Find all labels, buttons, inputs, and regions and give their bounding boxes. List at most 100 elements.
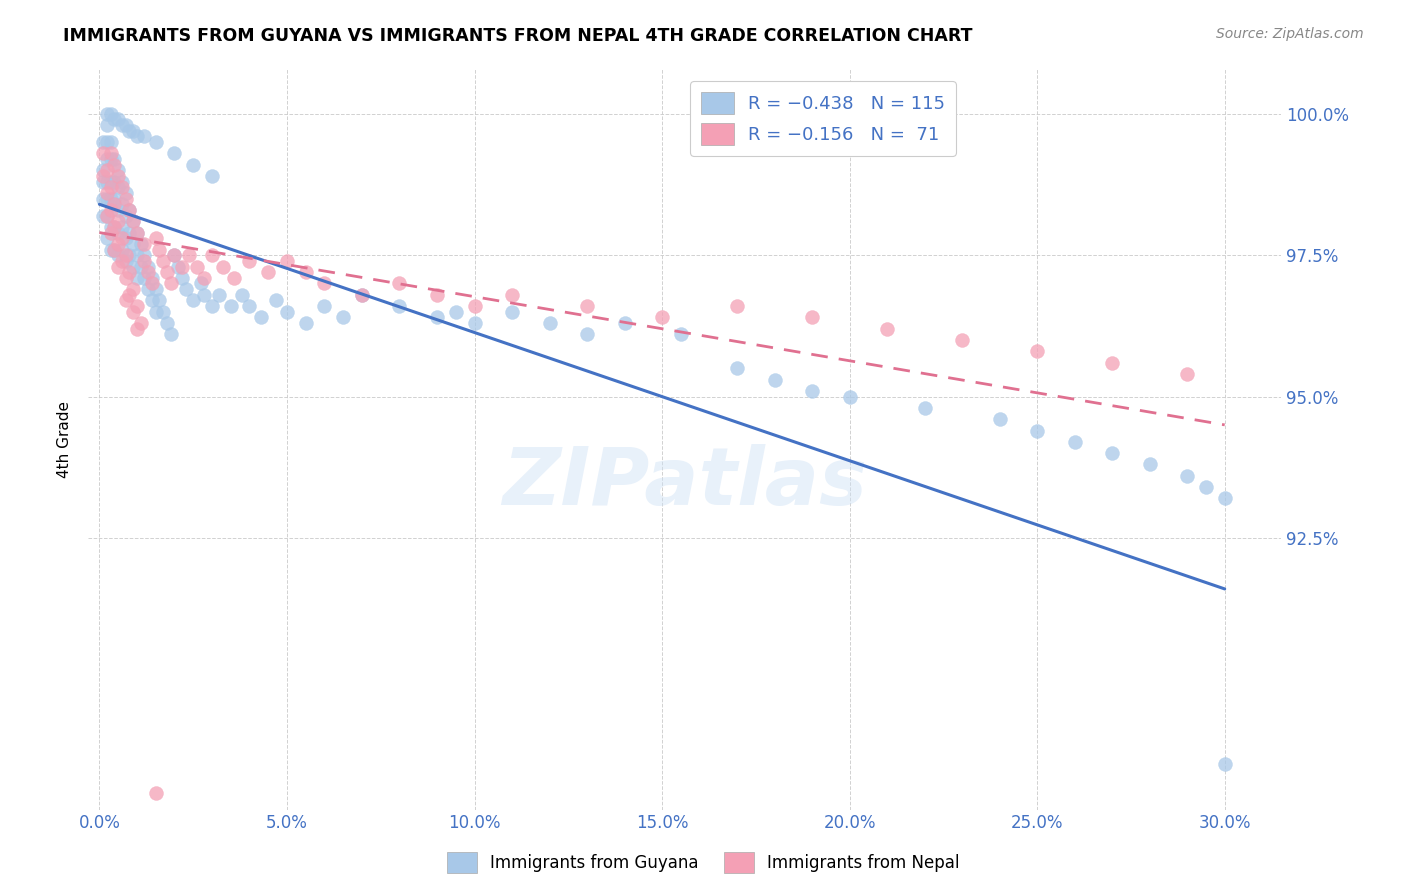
Point bbox=[163, 146, 186, 161]
Point bbox=[114, 209, 136, 223]
Point bbox=[103, 219, 125, 234]
Point bbox=[114, 270, 136, 285]
Point bbox=[463, 299, 485, 313]
Point bbox=[96, 118, 118, 132]
Point bbox=[388, 277, 411, 291]
Point bbox=[444, 305, 467, 319]
Point bbox=[129, 260, 152, 274]
Point bbox=[876, 322, 898, 336]
Point bbox=[103, 152, 125, 166]
Point bbox=[122, 214, 145, 228]
Point bbox=[725, 299, 748, 313]
Point bbox=[801, 384, 824, 398]
Point bbox=[388, 299, 411, 313]
Point bbox=[463, 316, 485, 330]
Point bbox=[100, 175, 122, 189]
Point bbox=[136, 265, 159, 279]
Point bbox=[141, 270, 163, 285]
Point bbox=[350, 287, 373, 301]
Point bbox=[114, 248, 136, 262]
Point bbox=[103, 243, 125, 257]
Point bbox=[118, 124, 141, 138]
Point bbox=[1213, 757, 1236, 772]
Text: Source: ZipAtlas.com: Source: ZipAtlas.com bbox=[1216, 27, 1364, 41]
Point bbox=[96, 209, 118, 223]
Point bbox=[314, 277, 336, 291]
Point bbox=[118, 202, 141, 217]
Point bbox=[114, 293, 136, 308]
Point bbox=[100, 107, 122, 121]
Point bbox=[103, 112, 125, 127]
Point bbox=[103, 158, 125, 172]
Legend: R = −0.438   N = 115, R = −0.156   N =  71: R = −0.438 N = 115, R = −0.156 N = 71 bbox=[690, 81, 956, 156]
Point bbox=[276, 305, 298, 319]
Point bbox=[1101, 356, 1123, 370]
Point bbox=[1195, 480, 1218, 494]
Point bbox=[238, 299, 260, 313]
Point bbox=[125, 226, 148, 240]
Point bbox=[111, 231, 134, 245]
Point bbox=[96, 209, 118, 223]
Point bbox=[426, 310, 449, 325]
Point bbox=[208, 287, 231, 301]
Y-axis label: 4th Grade: 4th Grade bbox=[58, 401, 72, 477]
Point bbox=[159, 327, 181, 342]
Point bbox=[100, 243, 122, 257]
Point bbox=[190, 277, 212, 291]
Point bbox=[1213, 491, 1236, 506]
Point bbox=[107, 180, 129, 194]
Text: ZIPatlas: ZIPatlas bbox=[502, 444, 868, 523]
Point bbox=[152, 305, 174, 319]
Point bbox=[1101, 446, 1123, 460]
Point bbox=[122, 260, 145, 274]
Point bbox=[125, 322, 148, 336]
Point bbox=[107, 169, 129, 183]
Point bbox=[264, 293, 287, 308]
Point bbox=[107, 260, 129, 274]
Point bbox=[141, 293, 163, 308]
Point bbox=[91, 209, 114, 223]
Point bbox=[100, 219, 122, 234]
Point bbox=[1175, 468, 1198, 483]
Point bbox=[96, 163, 118, 178]
Point bbox=[314, 299, 336, 313]
Point bbox=[156, 265, 179, 279]
Point bbox=[118, 202, 141, 217]
Point bbox=[576, 299, 599, 313]
Point bbox=[111, 219, 134, 234]
Point bbox=[91, 163, 114, 178]
Point bbox=[111, 175, 134, 189]
Point bbox=[201, 299, 224, 313]
Point bbox=[294, 265, 316, 279]
Point bbox=[1175, 367, 1198, 381]
Point bbox=[1026, 344, 1049, 359]
Point bbox=[1139, 458, 1161, 472]
Point bbox=[170, 270, 193, 285]
Point bbox=[96, 175, 118, 189]
Point bbox=[125, 129, 148, 144]
Point bbox=[125, 248, 148, 262]
Point bbox=[114, 192, 136, 206]
Point bbox=[145, 231, 167, 245]
Point bbox=[159, 277, 181, 291]
Point bbox=[111, 180, 134, 194]
Point bbox=[96, 186, 118, 200]
Point bbox=[145, 135, 167, 149]
Point bbox=[129, 316, 152, 330]
Point bbox=[1063, 434, 1085, 449]
Point bbox=[107, 112, 129, 127]
Legend: Immigrants from Guyana, Immigrants from Nepal: Immigrants from Guyana, Immigrants from … bbox=[440, 846, 966, 880]
Point bbox=[136, 282, 159, 296]
Point bbox=[91, 169, 114, 183]
Point bbox=[238, 253, 260, 268]
Point bbox=[103, 175, 125, 189]
Point bbox=[103, 243, 125, 257]
Point bbox=[613, 316, 636, 330]
Point bbox=[114, 253, 136, 268]
Point bbox=[801, 310, 824, 325]
Point bbox=[257, 265, 280, 279]
Point bbox=[179, 248, 201, 262]
Point bbox=[111, 253, 134, 268]
Point bbox=[96, 107, 118, 121]
Point bbox=[118, 265, 141, 279]
